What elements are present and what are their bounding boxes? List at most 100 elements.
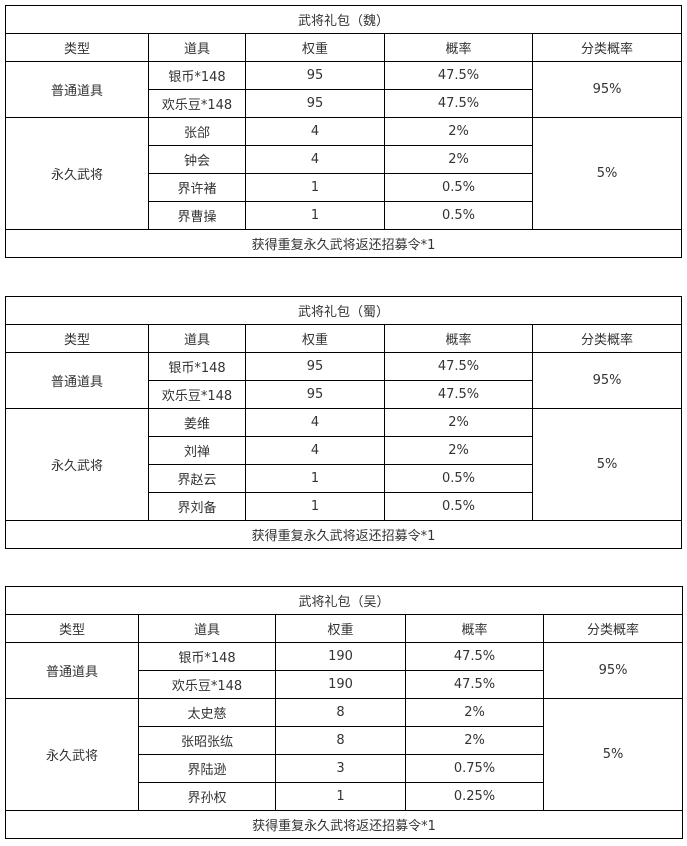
item-type: 普通道具 [5,352,149,409]
item-name: 银币*148 [148,352,246,381]
item-weight: 95 [245,61,385,90]
item-name: 界陆逊 [138,754,276,783]
item-weight: 8 [275,698,406,727]
category-probability: 5% [531,117,683,230]
table-row: 永久武将 张郃 4 2% 5% [5,117,683,230]
item-probability: 2% [384,145,533,174]
table-footer-note: 获得重复永久武将返还招募令*1 [4,520,683,549]
item-weight: 1 [245,201,385,230]
category-probability: 95% [531,61,683,118]
column-header: 道具 [138,614,276,643]
table-row: 界许褚 1 0.5% [6,173,682,202]
item-probability: 47.5% [405,670,544,699]
column-header: 类型 [5,33,149,62]
wei-gift-pack-table: 武将礼包（魏） 类型 道具 权重 概率 分类概率 普通道具 银币*148 95 47.5% 95% 欢… [4,5,683,258]
item-probability: 2% [384,408,533,437]
shu-gift-pack-table: 武将礼包（蜀） 类型 道具 权重 概率 分类概率 普通道具 银币*148 95 47.5% 95% 欢… [4,296,683,549]
item-name: 刘禅 [148,436,246,465]
item-probability: 0.75% [405,754,544,783]
table-row: 刘禅 4 2% [6,436,682,465]
table-row: 欢乐豆*148 95 47.5% [6,380,682,409]
item-weight: 4 [245,117,385,146]
item-weight: 95 [245,89,385,118]
item-type: 普通道具 [5,642,139,699]
header-row: 类型 道具 权重 概率 分类概率 [5,614,684,643]
table-row: 普通道具 银币*148 95 47.5% 95% [5,352,683,409]
column-header: 概率 [405,614,544,643]
item-probability: 47.5% [384,352,533,381]
table-title: 武将礼包（蜀） [4,296,683,325]
item-probability: 0.25% [405,782,544,811]
table-row: 欢乐豆*148 190 47.5% [6,670,683,699]
item-name: 欢乐豆*148 [148,89,246,118]
column-header: 道具 [148,324,246,353]
title-row: 武将礼包（魏） [4,5,683,34]
item-probability: 0.5% [384,492,533,521]
item-weight: 8 [275,726,406,755]
item-weight: 4 [245,436,385,465]
header-row: 类型 道具 权重 概率 分类概率 [5,324,683,353]
column-header: 权重 [275,614,406,643]
table-footer-note: 获得重复永久武将返还招募令*1 [4,229,683,258]
column-header: 类型 [5,324,149,353]
item-weight: 4 [245,145,385,174]
item-name: 欢乐豆*148 [138,670,276,699]
footer-row: 获得重复永久武将返还招募令*1 [4,229,683,258]
table-row: 普通道具 银币*148 95 47.5% 95% [5,61,683,118]
item-probability: 0.5% [384,464,533,493]
table-row: 永久武将 姜维 4 2% 5% [5,408,683,521]
item-probability: 2% [384,117,533,146]
item-probability: 47.5% [384,380,533,409]
table-row: 钟会 4 2% [6,145,682,174]
column-header: 类型 [5,614,139,643]
item-name: 界曹操 [148,201,246,230]
item-type: 永久武将 [5,698,139,811]
item-type: 永久武将 [5,408,149,521]
item-name: 银币*148 [138,642,276,671]
table-footer-note: 获得重复永久武将返还招募令*1 [4,810,684,839]
header-row: 类型 道具 权重 概率 分类概率 [5,33,683,62]
item-name: 姜维 [148,408,246,437]
item-type: 永久武将 [5,117,149,230]
item-name: 界刘备 [148,492,246,521]
item-name: 太史慈 [138,698,276,727]
column-header: 权重 [245,33,385,62]
table-row: 普通道具 银币*148 190 47.5% 95% [5,642,684,699]
item-probability: 2% [384,436,533,465]
item-name: 界赵云 [148,464,246,493]
item-weight: 1 [245,464,385,493]
item-probability: 47.5% [384,61,533,90]
item-weight: 190 [275,670,406,699]
category-probability: 5% [542,698,684,811]
item-weight: 3 [275,754,406,783]
title-row: 武将礼包（蜀） [4,296,683,325]
item-weight: 1 [245,492,385,521]
table-row: 欢乐豆*148 95 47.5% [6,89,682,118]
footer-row: 获得重复永久武将返还招募令*1 [4,520,683,549]
column-header: 道具 [148,33,246,62]
item-probability: 47.5% [384,89,533,118]
column-header: 分类概率 [531,324,683,353]
category-probability: 95% [542,642,684,699]
column-header: 分类概率 [531,33,683,62]
item-probability: 2% [405,698,544,727]
item-name: 界许褚 [148,173,246,202]
item-name: 张昭张纮 [138,726,276,755]
item-probability: 0.5% [384,201,533,230]
column-header: 概率 [384,33,533,62]
footer-row: 获得重复永久武将返还招募令*1 [4,810,684,839]
table-row: 界曹操 1 0.5% [6,201,682,230]
item-name: 欢乐豆*148 [148,380,246,409]
item-name: 钟会 [148,145,246,174]
item-probability: 2% [405,726,544,755]
table-title: 武将礼包（魏） [4,5,683,34]
table-row: 界孙权 1 0.25% [6,782,683,811]
table-row: 界赵云 1 0.5% [6,464,682,493]
wu-gift-pack-table: 武将礼包（吴） 类型 道具 权重 概率 分类概率 普通道具 银币*148 190 47.5% 95%… [4,586,684,839]
category-probability: 5% [531,408,683,521]
item-weight: 4 [245,408,385,437]
item-weight: 95 [245,380,385,409]
table-title: 武将礼包（吴） [4,586,684,615]
item-name: 银币*148 [148,61,246,90]
item-type: 普通道具 [5,61,149,118]
